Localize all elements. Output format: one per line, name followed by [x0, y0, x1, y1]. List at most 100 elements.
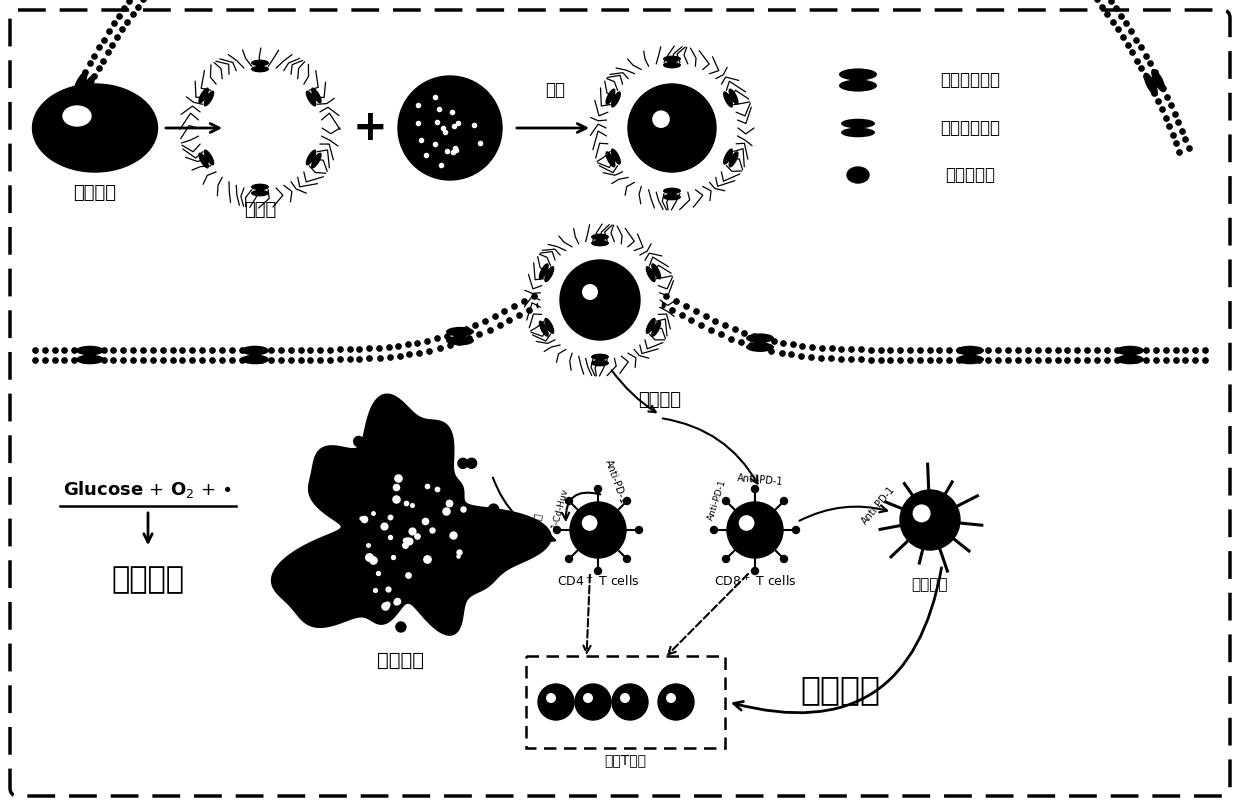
Ellipse shape: [446, 327, 474, 336]
Circle shape: [582, 284, 598, 300]
Ellipse shape: [851, 125, 866, 131]
Ellipse shape: [76, 346, 104, 355]
Text: 抗原释放: 抗原释放: [639, 391, 682, 409]
Circle shape: [780, 555, 787, 563]
Ellipse shape: [81, 75, 95, 99]
Ellipse shape: [538, 321, 549, 337]
Circle shape: [398, 76, 502, 180]
Ellipse shape: [596, 358, 604, 362]
Ellipse shape: [76, 355, 104, 364]
Circle shape: [604, 60, 740, 196]
Text: Anti-PD-1: Anti-PD-1: [737, 473, 784, 487]
Text: 免疫治疗: 免疫治疗: [800, 674, 880, 707]
FancyBboxPatch shape: [526, 656, 725, 748]
Ellipse shape: [63, 106, 91, 126]
Circle shape: [739, 515, 754, 531]
Ellipse shape: [203, 90, 215, 106]
Circle shape: [458, 459, 467, 468]
Circle shape: [711, 526, 718, 534]
Circle shape: [658, 684, 694, 720]
Circle shape: [560, 260, 640, 340]
Text: 葡萄氧化酶: 葡萄氧化酶: [945, 166, 994, 184]
Circle shape: [594, 567, 601, 575]
Circle shape: [396, 622, 405, 632]
Circle shape: [620, 693, 630, 703]
Circle shape: [627, 84, 715, 172]
Ellipse shape: [956, 346, 985, 355]
Circle shape: [565, 555, 573, 563]
Circle shape: [751, 485, 759, 492]
Circle shape: [546, 693, 556, 703]
Ellipse shape: [839, 80, 877, 92]
Ellipse shape: [1151, 69, 1166, 93]
Text: CD8$^+$ T cells: CD8$^+$ T cells: [714, 575, 796, 590]
Text: +: +: [352, 107, 387, 149]
Ellipse shape: [311, 156, 316, 163]
Circle shape: [780, 497, 787, 505]
Circle shape: [553, 526, 560, 534]
Circle shape: [723, 555, 729, 563]
Ellipse shape: [728, 154, 733, 162]
Ellipse shape: [454, 334, 466, 339]
Ellipse shape: [255, 64, 264, 68]
Circle shape: [583, 693, 593, 703]
Circle shape: [466, 459, 476, 468]
Text: Glucose $+$ O$_2$ $+$ $\bullet$: Glucose $+$ O$_2$ $+$ $\bullet$: [63, 480, 233, 501]
Ellipse shape: [611, 148, 621, 164]
Ellipse shape: [651, 264, 661, 280]
Text: Anti-PD-1: Anti-PD-1: [604, 459, 629, 505]
Circle shape: [450, 617, 460, 627]
Ellipse shape: [605, 152, 615, 168]
Ellipse shape: [746, 334, 774, 343]
FancyBboxPatch shape: [10, 10, 1230, 796]
Ellipse shape: [663, 188, 681, 194]
Text: 1-Cd-Huv: 1-Cd-Huv: [551, 487, 570, 530]
Ellipse shape: [250, 189, 269, 197]
Ellipse shape: [203, 156, 208, 163]
Ellipse shape: [1151, 77, 1158, 88]
Ellipse shape: [306, 149, 316, 165]
Ellipse shape: [249, 352, 262, 358]
Ellipse shape: [311, 88, 321, 103]
Ellipse shape: [591, 354, 609, 360]
Ellipse shape: [723, 91, 733, 107]
Ellipse shape: [746, 343, 774, 352]
Ellipse shape: [651, 269, 656, 276]
Ellipse shape: [841, 127, 875, 137]
Ellipse shape: [32, 84, 157, 172]
Text: 效应T细胞: 效应T细胞: [605, 753, 646, 767]
Circle shape: [723, 497, 729, 505]
Circle shape: [751, 567, 759, 575]
Text: 饥饿疗法: 饥饿疗法: [112, 566, 185, 595]
Ellipse shape: [729, 89, 739, 105]
Text: Anti-PD-1: Anti-PD-1: [706, 478, 728, 521]
Ellipse shape: [241, 355, 269, 364]
Ellipse shape: [956, 355, 985, 364]
Circle shape: [316, 575, 326, 584]
Circle shape: [538, 238, 662, 362]
Ellipse shape: [544, 269, 549, 276]
Ellipse shape: [591, 359, 609, 367]
Ellipse shape: [1116, 346, 1145, 355]
Text: 免疫逃避蛋白: 免疫逃避蛋白: [940, 71, 999, 89]
Circle shape: [378, 434, 388, 443]
Circle shape: [727, 502, 782, 558]
Ellipse shape: [250, 66, 269, 73]
Ellipse shape: [306, 90, 316, 106]
Ellipse shape: [73, 72, 88, 95]
Ellipse shape: [311, 152, 321, 168]
Ellipse shape: [754, 340, 766, 346]
Ellipse shape: [203, 149, 215, 165]
Text: Anti-PD-1: Anti-PD-1: [859, 484, 897, 526]
Circle shape: [635, 526, 642, 534]
Ellipse shape: [596, 238, 604, 242]
Ellipse shape: [841, 118, 875, 128]
Circle shape: [624, 497, 630, 505]
Circle shape: [501, 538, 511, 548]
Ellipse shape: [668, 192, 676, 196]
Ellipse shape: [611, 91, 621, 107]
Ellipse shape: [544, 318, 554, 334]
Ellipse shape: [610, 154, 616, 162]
Ellipse shape: [241, 346, 269, 355]
Text: 同源靶向蛋白: 同源靶向蛋白: [940, 119, 999, 137]
